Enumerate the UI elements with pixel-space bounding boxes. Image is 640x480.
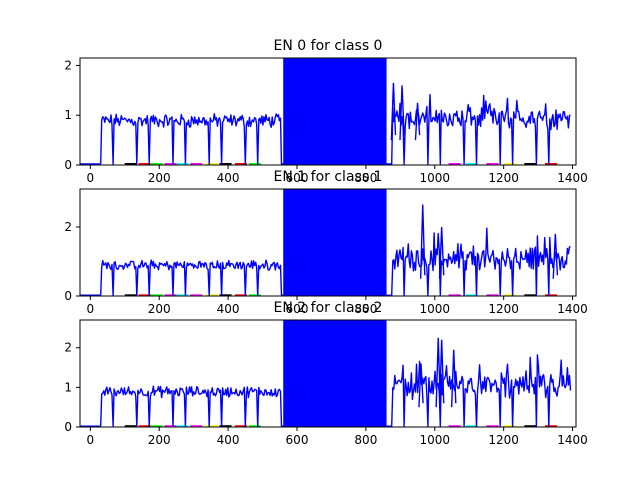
x-tick-label: 800 <box>354 302 377 316</box>
x-tick-label: 800 <box>354 433 377 447</box>
x-tick-label: 0 <box>87 171 95 185</box>
peak-mark <box>390 82 397 141</box>
x-tick-label: 600 <box>286 433 309 447</box>
y-tick-label: 0 <box>64 420 72 434</box>
chart-title: EN 0 for class 0 <box>274 38 383 54</box>
x-tick-label: 400 <box>217 302 240 316</box>
chart-title: EN 2 for class 2 <box>274 300 383 316</box>
x-tick-label: 0 <box>87 433 95 447</box>
x-tick-label: 1200 <box>488 433 519 447</box>
x-tick-label: 200 <box>148 433 171 447</box>
x-tick-label: 600 <box>286 302 309 316</box>
peak-mark <box>418 363 424 408</box>
peak-mark <box>438 339 445 408</box>
y-tick-label: 1 <box>64 380 72 394</box>
dense-block <box>283 189 387 296</box>
y-tick-label: 0 <box>64 289 72 303</box>
peak-mark <box>450 349 457 408</box>
y-tick-label: 1 <box>64 108 72 122</box>
peak-mark <box>399 85 405 141</box>
x-tick-label: 400 <box>217 433 240 447</box>
peak-mark <box>419 204 426 279</box>
plot-area-0 <box>80 58 571 165</box>
axes-frame <box>79 319 577 428</box>
axes-frame <box>79 57 577 166</box>
chart-panel-0: 0 200 400 600 800 1000 1200 1400 0 1 2 EN 0 for cla… <box>64 38 587 185</box>
chart-title: EN 1 for class 1 <box>274 169 383 185</box>
y-tick-label: 2 <box>64 220 72 234</box>
series-line <box>100 227 571 296</box>
plot-area-1 <box>80 189 571 296</box>
peak-mark <box>414 102 421 141</box>
x-tick-label: 1400 <box>557 433 588 447</box>
x-tick-label: 600 <box>286 171 309 185</box>
peak-mark <box>552 233 559 279</box>
x-tick-label: 1000 <box>420 433 451 447</box>
x-tick-label: 1400 <box>557 302 588 316</box>
plot-area-2 <box>80 320 572 427</box>
x-tick-label: 400 <box>217 171 240 185</box>
y-tick-label: 2 <box>64 341 72 355</box>
axes-frame <box>79 188 577 297</box>
x-tick-label: 1200 <box>488 302 519 316</box>
dense-block <box>283 58 387 165</box>
dense-block <box>283 320 387 427</box>
x-tick-label: 800 <box>354 171 377 185</box>
y-tick-label: 2 <box>64 58 72 72</box>
chart-panel-1: 0 200 400 600 800 1000 1200 1400 0 2 EN 1 for clas… <box>64 169 587 316</box>
x-tick-label: 1400 <box>557 171 588 185</box>
x-tick-label: 200 <box>148 302 171 316</box>
x-tick-label: 0 <box>87 302 95 316</box>
y-tick-label: 0 <box>64 158 72 172</box>
x-tick-label: 1200 <box>488 171 519 185</box>
series-line <box>100 94 571 165</box>
peak-mark <box>435 337 441 408</box>
x-tick-label: 1000 <box>420 171 451 185</box>
chart-panel-2: 0 200 400 600 800 1000 1200 1400 0 1 2 EN 2 for cla… <box>64 300 587 447</box>
peak-mark <box>438 226 445 279</box>
x-tick-label: 200 <box>148 171 171 185</box>
series-line <box>100 354 572 427</box>
x-tick-label: 1000 <box>420 302 451 316</box>
